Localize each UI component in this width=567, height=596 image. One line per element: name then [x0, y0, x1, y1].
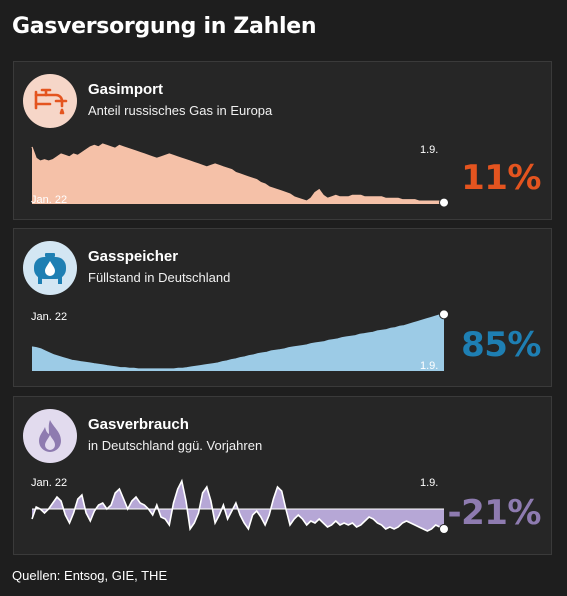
card-gasimport: Gasimport Anteil russisches Gas in Europ…: [13, 61, 552, 220]
card-gasverbrauch: Gasverbrauch in Deutschland ggü. Vorjahr…: [13, 396, 552, 555]
chart-end-label: 1.9.: [420, 360, 439, 372]
chart-area: [32, 481, 444, 531]
gasverbrauch-value: -21%: [447, 493, 542, 533]
gasspeicher-value: 85%: [461, 325, 541, 365]
chart-endpoint-dot: [439, 197, 448, 208]
gasimport-chart: [31, 143, 448, 208]
chart-line: [31, 143, 445, 204]
gasimport-value: 11%: [461, 158, 541, 198]
card-subtitle: Füllstand in Deutschland: [88, 270, 231, 285]
flame-icon: [23, 409, 77, 463]
gas-tap-icon: [23, 74, 77, 128]
chart-start-label: Jan. 22: [31, 311, 68, 323]
card-title: Gasverbrauch: [88, 416, 189, 433]
chart-area: [32, 144, 444, 204]
card-subtitle: Anteil russisches Gas in Europa: [88, 103, 273, 118]
gas-storage-tank-icon: [23, 241, 77, 295]
gasverbrauch-chart: [31, 478, 448, 534]
chart-start-label: Jan. 22: [31, 194, 68, 206]
chart-area: [32, 314, 444, 371]
gasspeicher-chart: [31, 309, 448, 371]
card-title: Gasimport: [88, 81, 164, 98]
card-gasspeicher: Gasspeicher Füllstand in Deutschland Jan…: [13, 228, 552, 387]
page-title: Gasversorgung in Zahlen: [12, 14, 317, 39]
chart-end-label: 1.9.: [420, 477, 439, 489]
chart-end-label: 1.9.: [420, 144, 439, 156]
chart-endpoint-dot: [439, 524, 448, 534]
chart-endpoint-dot: [439, 309, 448, 320]
card-subtitle: in Deutschland ggü. Vorjahren: [88, 438, 263, 453]
sources-note: Quellen: Entsog, GIE, THE: [12, 568, 168, 583]
chart-line: [31, 313, 445, 370]
chart-start-label: Jan. 22: [31, 477, 68, 489]
card-title: Gasspeicher: [88, 248, 179, 265]
